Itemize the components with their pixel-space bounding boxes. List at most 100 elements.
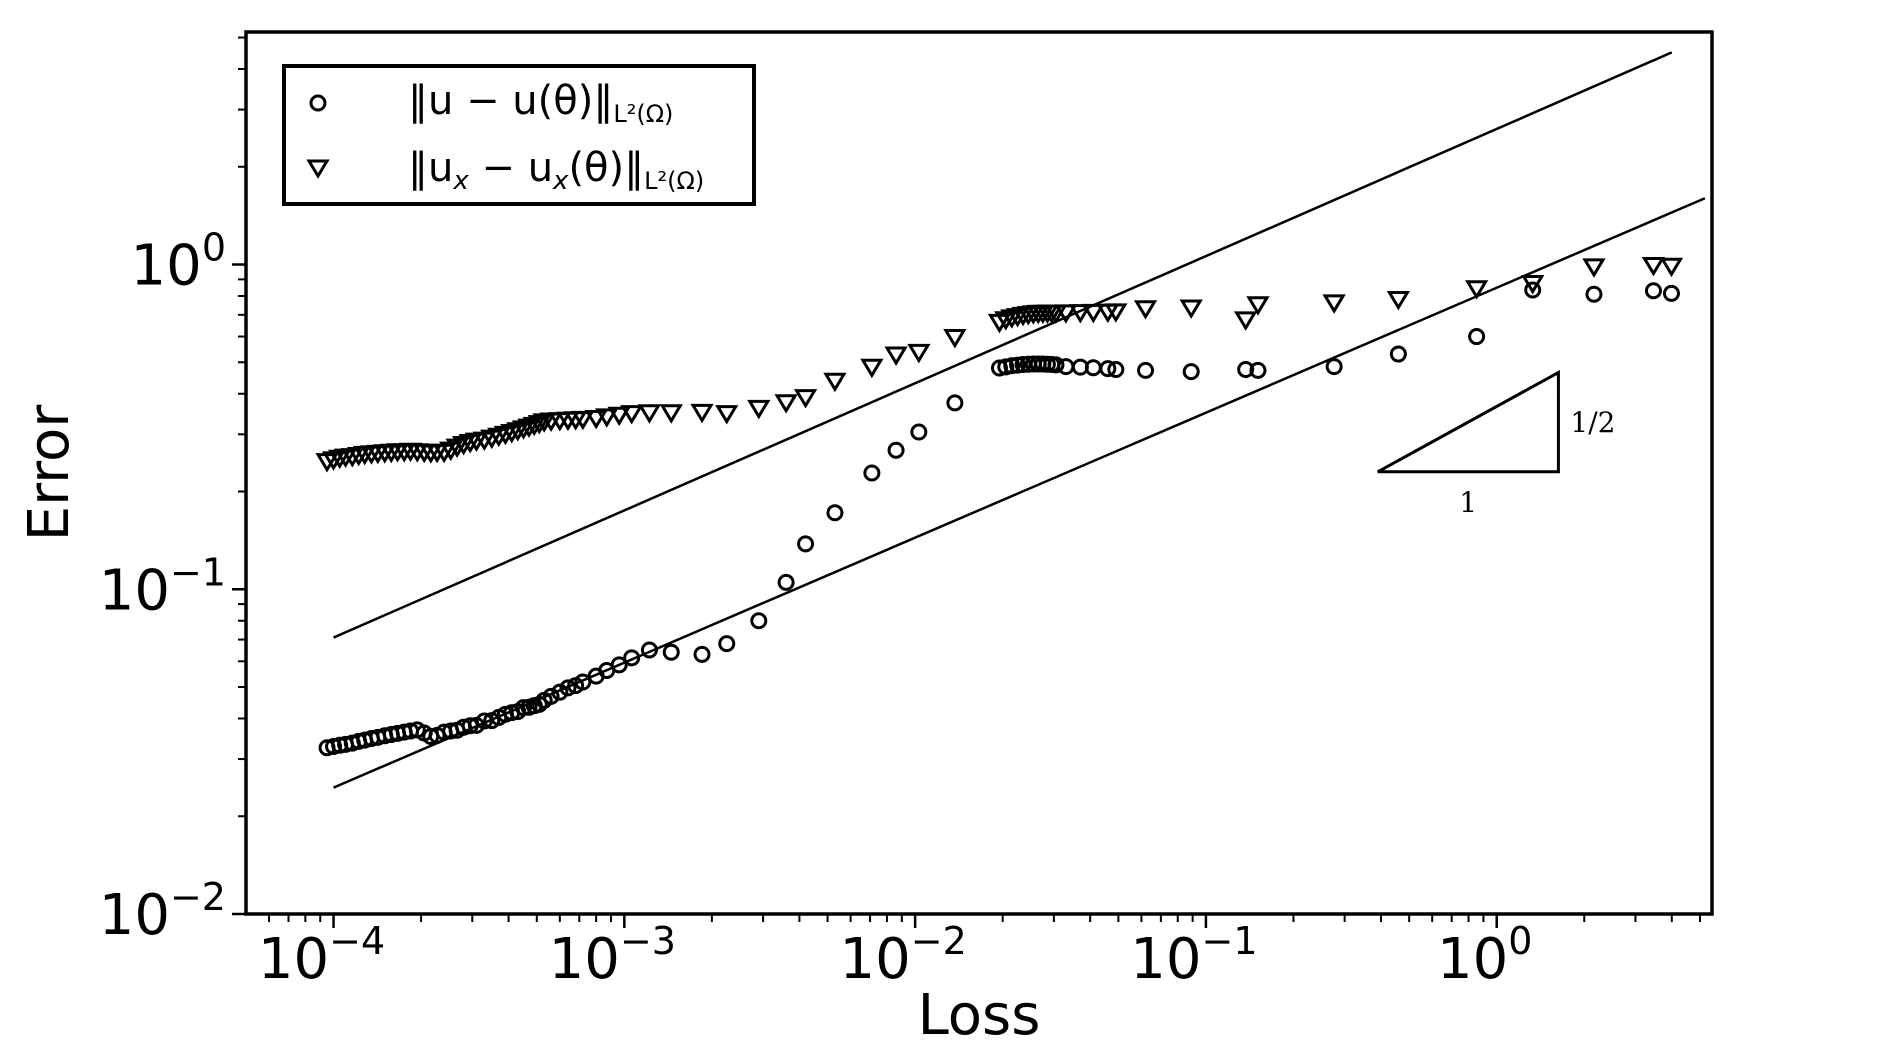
- data-point-circle: [946, 394, 964, 412]
- x-tick-exponent: −3: [620, 919, 676, 963]
- legend-u-main: ‖u − u(θ)‖: [408, 78, 613, 124]
- x-tick-exponent: −1: [1202, 919, 1258, 963]
- legend-box: [282, 64, 756, 206]
- data-point-triangle: [511, 420, 536, 440]
- x-tick-base: 10: [549, 927, 620, 992]
- data-point-triangle: [659, 404, 683, 424]
- data-point-circle: [797, 535, 815, 553]
- data-point-circle: [514, 699, 532, 717]
- data-point-triangle: [1659, 257, 1684, 278]
- data-point-circle: [693, 645, 711, 663]
- legend-label-u-error: ‖u − u(θ)‖L²(Ω): [408, 78, 673, 128]
- data-point-circle: [777, 573, 795, 591]
- data-point-triangle: [1179, 299, 1203, 319]
- data-point-circle: [1249, 361, 1267, 379]
- data-point-circle: [623, 649, 641, 667]
- data-point-triangle: [1386, 290, 1411, 311]
- y-tick-base: 10: [99, 883, 170, 948]
- data-point-triangle: [1464, 280, 1489, 300]
- data-point-triangle: [1133, 300, 1158, 320]
- data-point-circle: [750, 612, 768, 630]
- legend-ux-main-a: ‖u: [408, 145, 453, 191]
- data-point-triangle: [506, 422, 530, 442]
- y-tick-base: 10: [99, 558, 170, 623]
- slope-rise-label: 1/2: [1570, 406, 1615, 439]
- data-point-circle: [1524, 281, 1542, 299]
- data-point-triangle: [793, 389, 818, 409]
- series-u-error: [318, 281, 1680, 757]
- data-point-triangle: [1054, 304, 1078, 324]
- x-tick-label: 10−3: [549, 919, 676, 992]
- data-point-triangle: [690, 403, 714, 424]
- data-point-triangle: [860, 358, 884, 379]
- x-tick-label: 10−2: [839, 919, 966, 992]
- data-point-circle: [1662, 284, 1680, 302]
- plot-frame: [244, 30, 1714, 916]
- y-tick-exponent: 0: [202, 226, 226, 270]
- data-point-triangle: [620, 405, 644, 425]
- data-point-circle: [1107, 361, 1125, 379]
- data-point-circle: [574, 673, 592, 691]
- legend-ux-sub: L²(Ω): [644, 167, 704, 195]
- data-point-triangle: [747, 399, 771, 420]
- legend: ‖u − u(θ)‖L²(Ω) ‖ux − ux(θ)‖L²(Ω): [282, 64, 756, 206]
- minor-ticks: [238, 36, 1701, 922]
- data-point-circle: [1047, 356, 1065, 374]
- data-point-circle: [1099, 360, 1117, 378]
- legend-label-ux-error: ‖ux − ux(θ)‖L²(Ω): [408, 145, 704, 196]
- data-point-triangle: [943, 329, 967, 349]
- y-axis-title: Error: [17, 404, 82, 541]
- data-point-circle: [662, 643, 680, 661]
- data-point-triangle: [1582, 258, 1606, 278]
- slope-triangle: 1 1/2: [1377, 369, 1615, 519]
- legend-ux-main-b: − u: [469, 145, 553, 191]
- data-point-triangle: [1641, 257, 1666, 277]
- legend-u-sub: L²(Ω): [613, 100, 673, 128]
- series-ux-error: [315, 257, 1684, 473]
- legend-ux-sub-b: x: [552, 166, 569, 196]
- legend-ux-main-c: (θ)‖: [568, 145, 644, 191]
- data-point-circle: [910, 423, 928, 441]
- x-tick-base: 10: [839, 927, 910, 992]
- data-point-triangle: [1068, 304, 1092, 324]
- data-point-triangle: [1081, 303, 1105, 324]
- data-point-triangle: [517, 418, 541, 439]
- data-point-circle: [1182, 363, 1200, 381]
- data-point-circle: [461, 717, 479, 735]
- data-point-triangle: [1322, 294, 1346, 314]
- data-point-circle: [1003, 357, 1021, 375]
- legend-marker-circle: [309, 94, 327, 112]
- data-point-circle: [1237, 361, 1255, 379]
- data-point-triangle: [321, 451, 346, 471]
- legend-marker-triangle: [306, 159, 330, 179]
- data-point-triangle: [1104, 303, 1128, 323]
- data-point-triangle: [571, 410, 595, 431]
- data-point-triangle: [637, 404, 662, 424]
- data-point-circle: [1137, 361, 1155, 379]
- x-tick-label: 10−1: [1130, 919, 1257, 992]
- x-tick-exponent: −4: [329, 919, 385, 963]
- data-point-triangle: [595, 408, 619, 428]
- data-point-circle: [1585, 285, 1603, 303]
- data-point-triangle: [823, 372, 847, 393]
- data-point-triangle: [1246, 296, 1270, 316]
- data-point-triangle: [522, 416, 546, 437]
- x-tick-exponent: 0: [1508, 919, 1532, 963]
- data-point-circle: [542, 687, 560, 705]
- x-tick-base: 10: [258, 927, 329, 992]
- y-tick-label: 100: [131, 226, 226, 299]
- data-point-circle: [551, 683, 569, 701]
- data-point-circle: [863, 464, 881, 482]
- data-point-triangle: [907, 343, 931, 364]
- data-point-circle: [1468, 328, 1486, 346]
- data-point-circle: [1325, 358, 1343, 376]
- x-tick-base: 10: [1130, 927, 1201, 992]
- data-point-triangle: [715, 405, 739, 425]
- slope-run-label: 1: [1459, 486, 1477, 519]
- data-point-circle: [887, 441, 905, 459]
- data-point-triangle: [1234, 311, 1258, 331]
- legend-ux-sub-a: x: [452, 166, 469, 196]
- data-point-circle: [1644, 282, 1662, 300]
